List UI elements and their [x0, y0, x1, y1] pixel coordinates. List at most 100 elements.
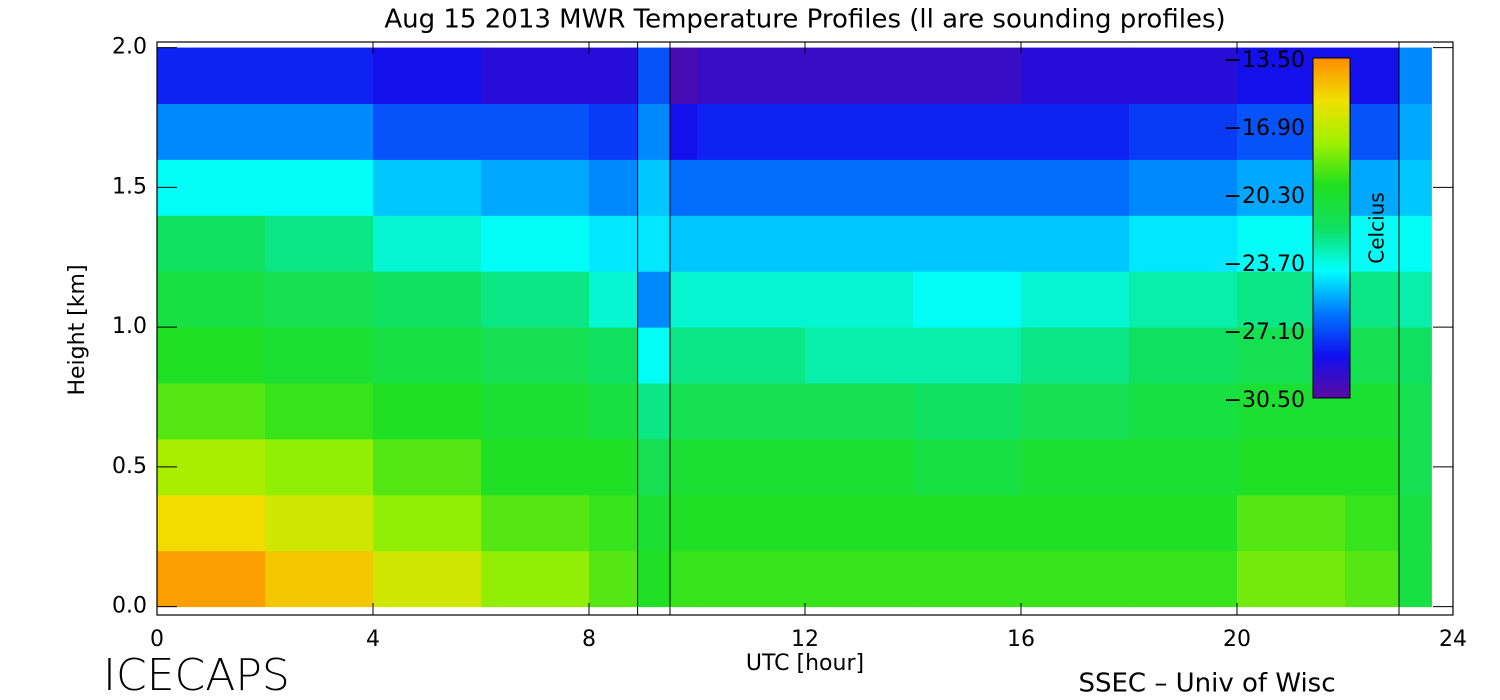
heat-cell — [265, 550, 374, 608]
x-axis-label: UTC [hour] — [746, 651, 864, 676]
heat-cell — [589, 438, 639, 496]
heat-cell — [481, 550, 590, 608]
heat-cell — [1399, 47, 1432, 104]
heat-cell — [1237, 550, 1346, 608]
footer-left: ICECAPS — [103, 650, 290, 700]
colorbar-label: Celcius — [1365, 192, 1389, 263]
heat-cell — [670, 327, 698, 384]
colorbar-tick-label: −30.50 — [1224, 388, 1305, 413]
heat-cell — [913, 215, 1022, 272]
heat-cell — [805, 494, 914, 552]
heat-cell — [1237, 438, 1346, 496]
heat-cell — [670, 494, 698, 552]
heat-cell — [637, 438, 671, 496]
heat-cell — [373, 215, 482, 272]
x-tick-label: 4 — [366, 627, 380, 652]
heat-cell — [481, 47, 590, 104]
x-tick-label: 20 — [1223, 627, 1251, 652]
heat-cell — [373, 271, 482, 328]
heat-cell — [913, 159, 1022, 216]
heat-cell — [1345, 438, 1400, 496]
heat-cell — [670, 215, 698, 272]
heat-cell — [265, 159, 374, 216]
heat-cell — [1399, 103, 1432, 160]
heat-cell — [670, 383, 698, 440]
heat-cell — [1345, 494, 1400, 552]
heat-cell — [1021, 383, 1130, 440]
heat-cell — [637, 383, 671, 440]
heat-cell — [157, 327, 266, 384]
heat-cell — [637, 550, 671, 608]
heat-cell — [697, 383, 806, 440]
heat-cell — [1129, 327, 1238, 384]
heat-cell — [265, 103, 374, 160]
heat-cell — [1399, 383, 1432, 440]
heat-cell — [805, 47, 914, 104]
heat-cell — [805, 383, 914, 440]
heat-cell — [805, 327, 914, 384]
heat-cell — [1129, 383, 1238, 440]
heat-cell — [481, 271, 590, 328]
heat-cell — [373, 383, 482, 440]
heat-cell — [481, 215, 590, 272]
heat-cell — [589, 494, 639, 552]
heat-cell — [1021, 494, 1130, 552]
heat-cell — [589, 47, 639, 104]
colorbar-tick-label: −20.30 — [1224, 184, 1305, 209]
heat-cell — [1399, 215, 1432, 272]
heat-cell — [697, 550, 806, 608]
heat-cell — [697, 327, 806, 384]
heat-cell — [265, 383, 374, 440]
heat-cell — [1345, 327, 1400, 384]
heat-cell — [1399, 550, 1432, 608]
heat-cell — [373, 47, 482, 104]
heat-cell — [913, 494, 1022, 552]
heat-cell — [265, 438, 374, 496]
heat-cell — [1129, 438, 1238, 496]
heat-cell — [697, 47, 806, 104]
heat-cell — [697, 103, 806, 160]
heat-cell — [1129, 103, 1238, 160]
heat-cell — [1129, 271, 1238, 328]
colorbar-tick-label: −23.70 — [1224, 252, 1305, 277]
heat-cell — [1345, 103, 1400, 160]
heat-cell — [589, 327, 639, 384]
heat-cell — [805, 271, 914, 328]
heat-cell — [1399, 271, 1432, 328]
heat-cell — [670, 271, 698, 328]
heat-cell — [913, 47, 1022, 104]
heat-cell — [1345, 215, 1400, 272]
heat-cell — [670, 103, 698, 160]
y-tick-label: 0.0 — [112, 594, 147, 619]
heat-cell — [157, 271, 266, 328]
heat-cell — [637, 215, 671, 272]
heat-cell — [697, 494, 806, 552]
heat-cell — [1129, 215, 1238, 272]
heat-cell — [1129, 494, 1238, 552]
heat-cell — [589, 550, 639, 608]
heat-cell — [913, 438, 1022, 496]
heat-cell — [1021, 215, 1130, 272]
x-tick-label: 8 — [582, 627, 596, 652]
heat-cell — [481, 494, 590, 552]
y-tick-label: 1.0 — [112, 314, 147, 339]
y-tick-label: 2.0 — [112, 35, 147, 60]
heat-cell — [637, 103, 671, 160]
heat-cell — [697, 438, 806, 496]
heat-cell — [805, 103, 914, 160]
heat-cell — [265, 494, 374, 552]
x-tick-label: 12 — [791, 627, 819, 652]
heat-cell — [1021, 327, 1130, 384]
heat-cell — [1021, 47, 1130, 104]
heat-cell — [589, 271, 639, 328]
x-tick-label: 16 — [1007, 627, 1035, 652]
heat-cell — [1345, 159, 1400, 216]
heat-cell — [481, 383, 590, 440]
heat-cell — [1021, 438, 1130, 496]
heat-cell — [637, 494, 671, 552]
heat-cell — [805, 215, 914, 272]
heat-cell — [157, 494, 266, 552]
heat-cell — [913, 271, 1022, 328]
colorbar-tick-label: −16.90 — [1224, 116, 1305, 141]
